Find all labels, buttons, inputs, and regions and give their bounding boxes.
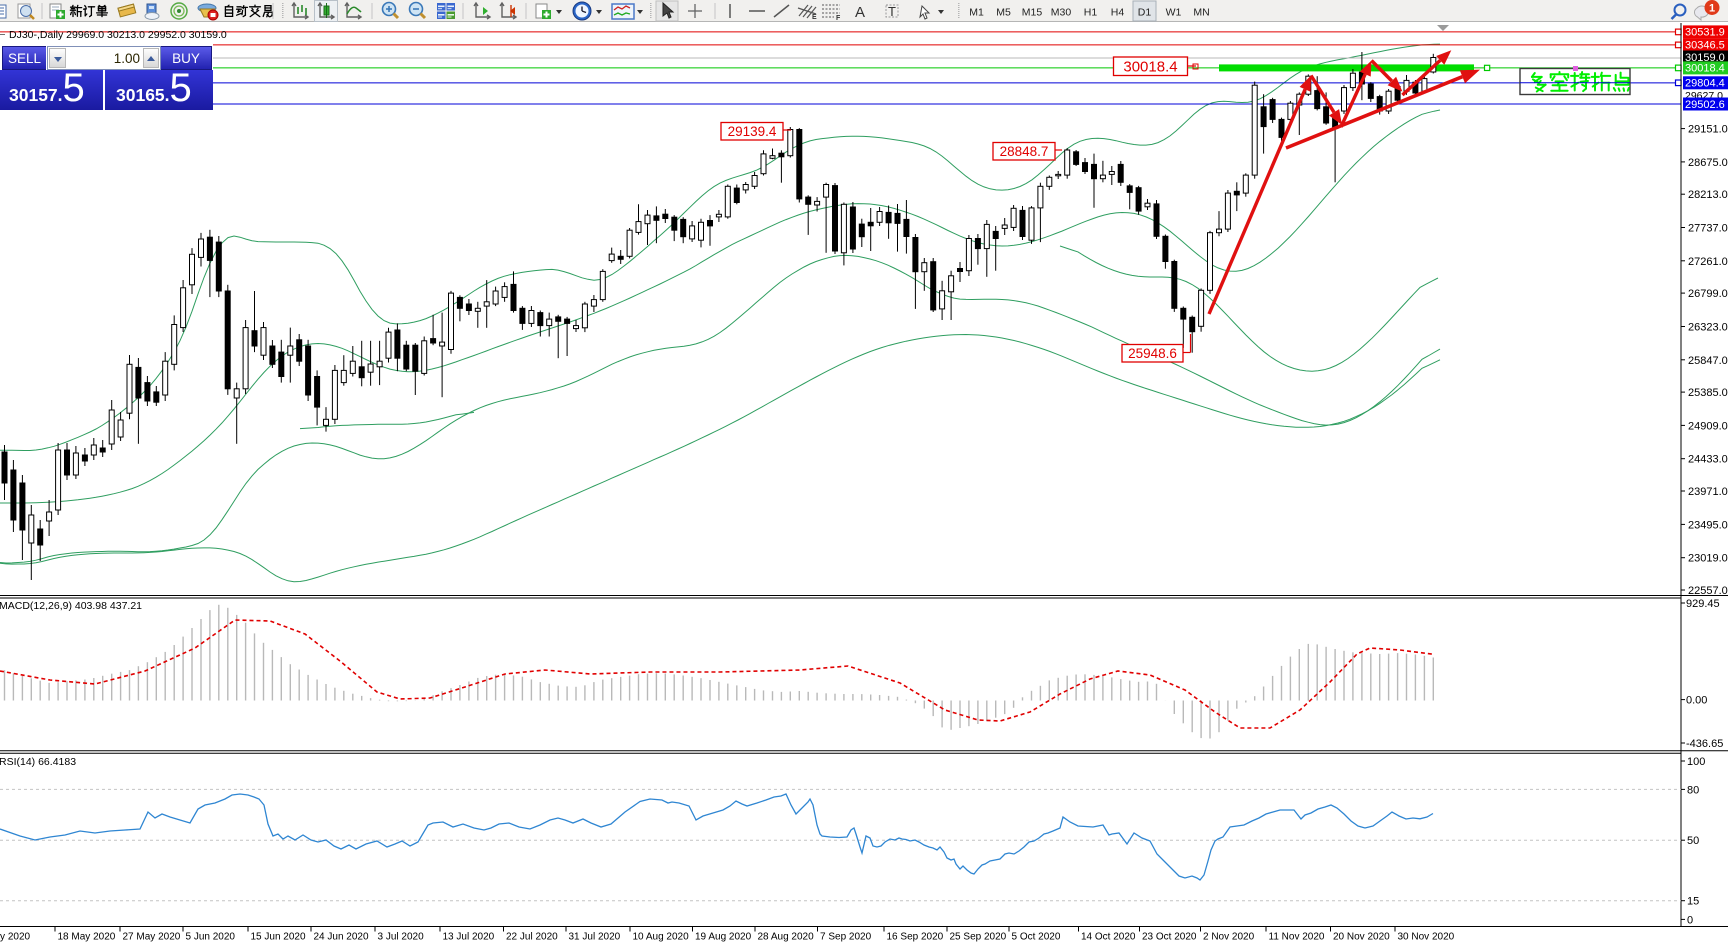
svg-text:H4: H4 [1111, 7, 1125, 19]
svg-text:D1: D1 [1138, 7, 1152, 19]
svg-text:929.45: 929.45 [1686, 598, 1720, 610]
svg-text:80: 80 [1687, 784, 1699, 796]
svg-text:26799.0: 26799.0 [1688, 288, 1728, 300]
svg-text:5 Jun 2020: 5 Jun 2020 [186, 932, 236, 943]
svg-text:11 May 2020: 11 May 2020 [0, 932, 31, 943]
svg-text:28675.0: 28675.0 [1688, 157, 1728, 169]
svg-text:3 Jul 2020: 3 Jul 2020 [378, 932, 425, 943]
svg-text:23971.0: 23971.0 [1688, 486, 1728, 498]
svg-text:18 May 2020: 18 May 2020 [58, 932, 116, 943]
svg-text:14 Oct 2020: 14 Oct 2020 [1081, 932, 1136, 943]
svg-text:25948.6: 25948.6 [1128, 346, 1177, 361]
svg-text:F: F [836, 15, 841, 22]
svg-text:RSI(14) 66.4183: RSI(14) 66.4183 [0, 756, 76, 768]
svg-text:24 Jun 2020: 24 Jun 2020 [314, 932, 369, 943]
svg-text:22 Jul 2020: 22 Jul 2020 [506, 932, 558, 943]
svg-text:MN: MN [1193, 7, 1209, 19]
svg-text:A: A [855, 4, 865, 21]
svg-text:24909.0: 24909.0 [1688, 420, 1728, 432]
svg-text:23495.0: 23495.0 [1688, 519, 1728, 531]
svg-text:25 Sep 2020: 25 Sep 2020 [950, 932, 1007, 943]
svg-text:DJ30-,Daily 29969.0 30213.0 2: DJ30-,Daily 29969.0 30213.0 29952.0 3015… [9, 29, 227, 41]
svg-text:24433.0: 24433.0 [1688, 454, 1728, 466]
svg-text:50: 50 [1687, 835, 1699, 847]
svg-text:19 Aug 2020: 19 Aug 2020 [695, 932, 752, 943]
svg-text:23 Oct 2020: 23 Oct 2020 [1142, 932, 1197, 943]
svg-text:27737.0: 27737.0 [1688, 223, 1728, 235]
svg-text:28 Aug 2020: 28 Aug 2020 [758, 932, 815, 943]
svg-text:30018.4: 30018.4 [1123, 59, 1177, 76]
svg-text:20 Nov 2020: 20 Nov 2020 [1333, 932, 1390, 943]
svg-text:15 Jun 2020: 15 Jun 2020 [251, 932, 306, 943]
svg-text:15: 15 [1687, 896, 1699, 908]
svg-text:H1: H1 [1084, 7, 1098, 19]
svg-text:29502.6: 29502.6 [1685, 99, 1725, 111]
svg-text:11 Nov 2020: 11 Nov 2020 [1269, 932, 1325, 943]
svg-text:27261.0: 27261.0 [1688, 256, 1728, 268]
svg-text:13 Jul 2020: 13 Jul 2020 [443, 932, 495, 943]
svg-text:10 Aug 2020: 10 Aug 2020 [633, 932, 690, 943]
svg-text:23019.0: 23019.0 [1688, 553, 1728, 565]
svg-text:M30: M30 [1051, 7, 1072, 19]
svg-text:25847.0: 25847.0 [1688, 355, 1728, 367]
svg-text:26323.0: 26323.0 [1688, 322, 1728, 334]
svg-text:31 Jul 2020: 31 Jul 2020 [569, 932, 621, 943]
svg-text:M1: M1 [969, 7, 984, 19]
svg-text:30018.4: 30018.4 [1685, 63, 1725, 75]
svg-text:7 Sep 2020: 7 Sep 2020 [820, 932, 872, 943]
svg-text:28848.7: 28848.7 [1000, 144, 1049, 159]
svg-text:30346.5: 30346.5 [1685, 40, 1725, 52]
svg-text:16 Sep 2020: 16 Sep 2020 [887, 932, 944, 943]
svg-text:-436.65: -436.65 [1686, 738, 1723, 750]
svg-text:28213.0: 28213.0 [1688, 189, 1728, 201]
svg-text:29139.4: 29139.4 [728, 124, 777, 139]
svg-text:T: T [888, 4, 896, 19]
svg-text:100: 100 [1687, 756, 1705, 768]
svg-text:0.00: 0.00 [1686, 695, 1707, 707]
svg-text:1: 1 [1709, 3, 1715, 15]
svg-text:MACD(12,26,9) 403.98 437.21: MACD(12,26,9) 403.98 437.21 [0, 600, 142, 612]
svg-text:30159.0: 30159.0 [1685, 52, 1725, 64]
svg-text:30531.9: 30531.9 [1685, 27, 1725, 39]
svg-text:0: 0 [1687, 914, 1693, 926]
svg-text:2 Nov 2020: 2 Nov 2020 [1203, 932, 1255, 943]
svg-text:M5: M5 [996, 7, 1011, 19]
svg-text:30 Nov 2020: 30 Nov 2020 [1398, 932, 1455, 943]
svg-text:29151.0: 29151.0 [1688, 124, 1728, 136]
svg-text:5 Oct 2020: 5 Oct 2020 [1012, 932, 1061, 943]
svg-text:M15: M15 [1022, 7, 1043, 19]
svg-text:29804.4: 29804.4 [1685, 78, 1725, 90]
svg-text:E: E [812, 14, 817, 21]
svg-text:27 May 2020: 27 May 2020 [123, 932, 181, 943]
svg-text:22557.0: 22557.0 [1688, 585, 1728, 597]
svg-text:25385.0: 25385.0 [1688, 387, 1728, 399]
svg-text:W1: W1 [1166, 7, 1182, 19]
